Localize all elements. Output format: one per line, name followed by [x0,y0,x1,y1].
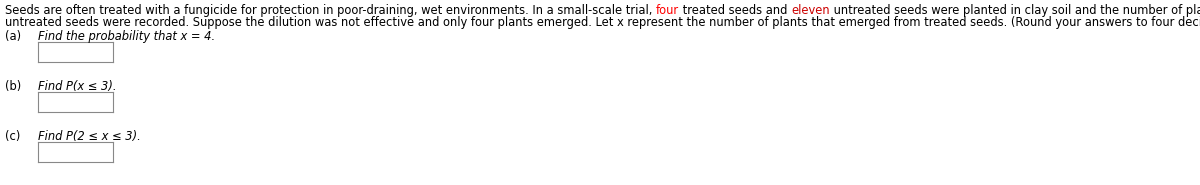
Text: untreated seeds were recorded. Suppose the dilution was not effective and only f: untreated seeds were recorded. Suppose t… [5,16,1200,29]
Text: untreated seeds were planted in clay soil and the number of plants emerging from: untreated seeds were planted in clay soi… [829,4,1200,17]
Text: Find P(2 ≤ x ≤ 3).: Find P(2 ≤ x ≤ 3). [38,130,140,143]
Text: Find the probability that x = 4.: Find the probability that x = 4. [38,30,215,43]
Text: Find P(x ≤ 3).: Find P(x ≤ 3). [38,80,116,93]
Text: eleven: eleven [791,4,829,17]
Text: treated seeds and: treated seeds and [679,4,791,17]
Text: (a): (a) [5,30,22,43]
Text: four: four [656,4,679,17]
Text: Seeds are often treated with a fungicide for protection in poor-draining, wet en: Seeds are often treated with a fungicide… [5,4,656,17]
Text: (c): (c) [5,130,20,143]
Text: (b): (b) [5,80,22,93]
